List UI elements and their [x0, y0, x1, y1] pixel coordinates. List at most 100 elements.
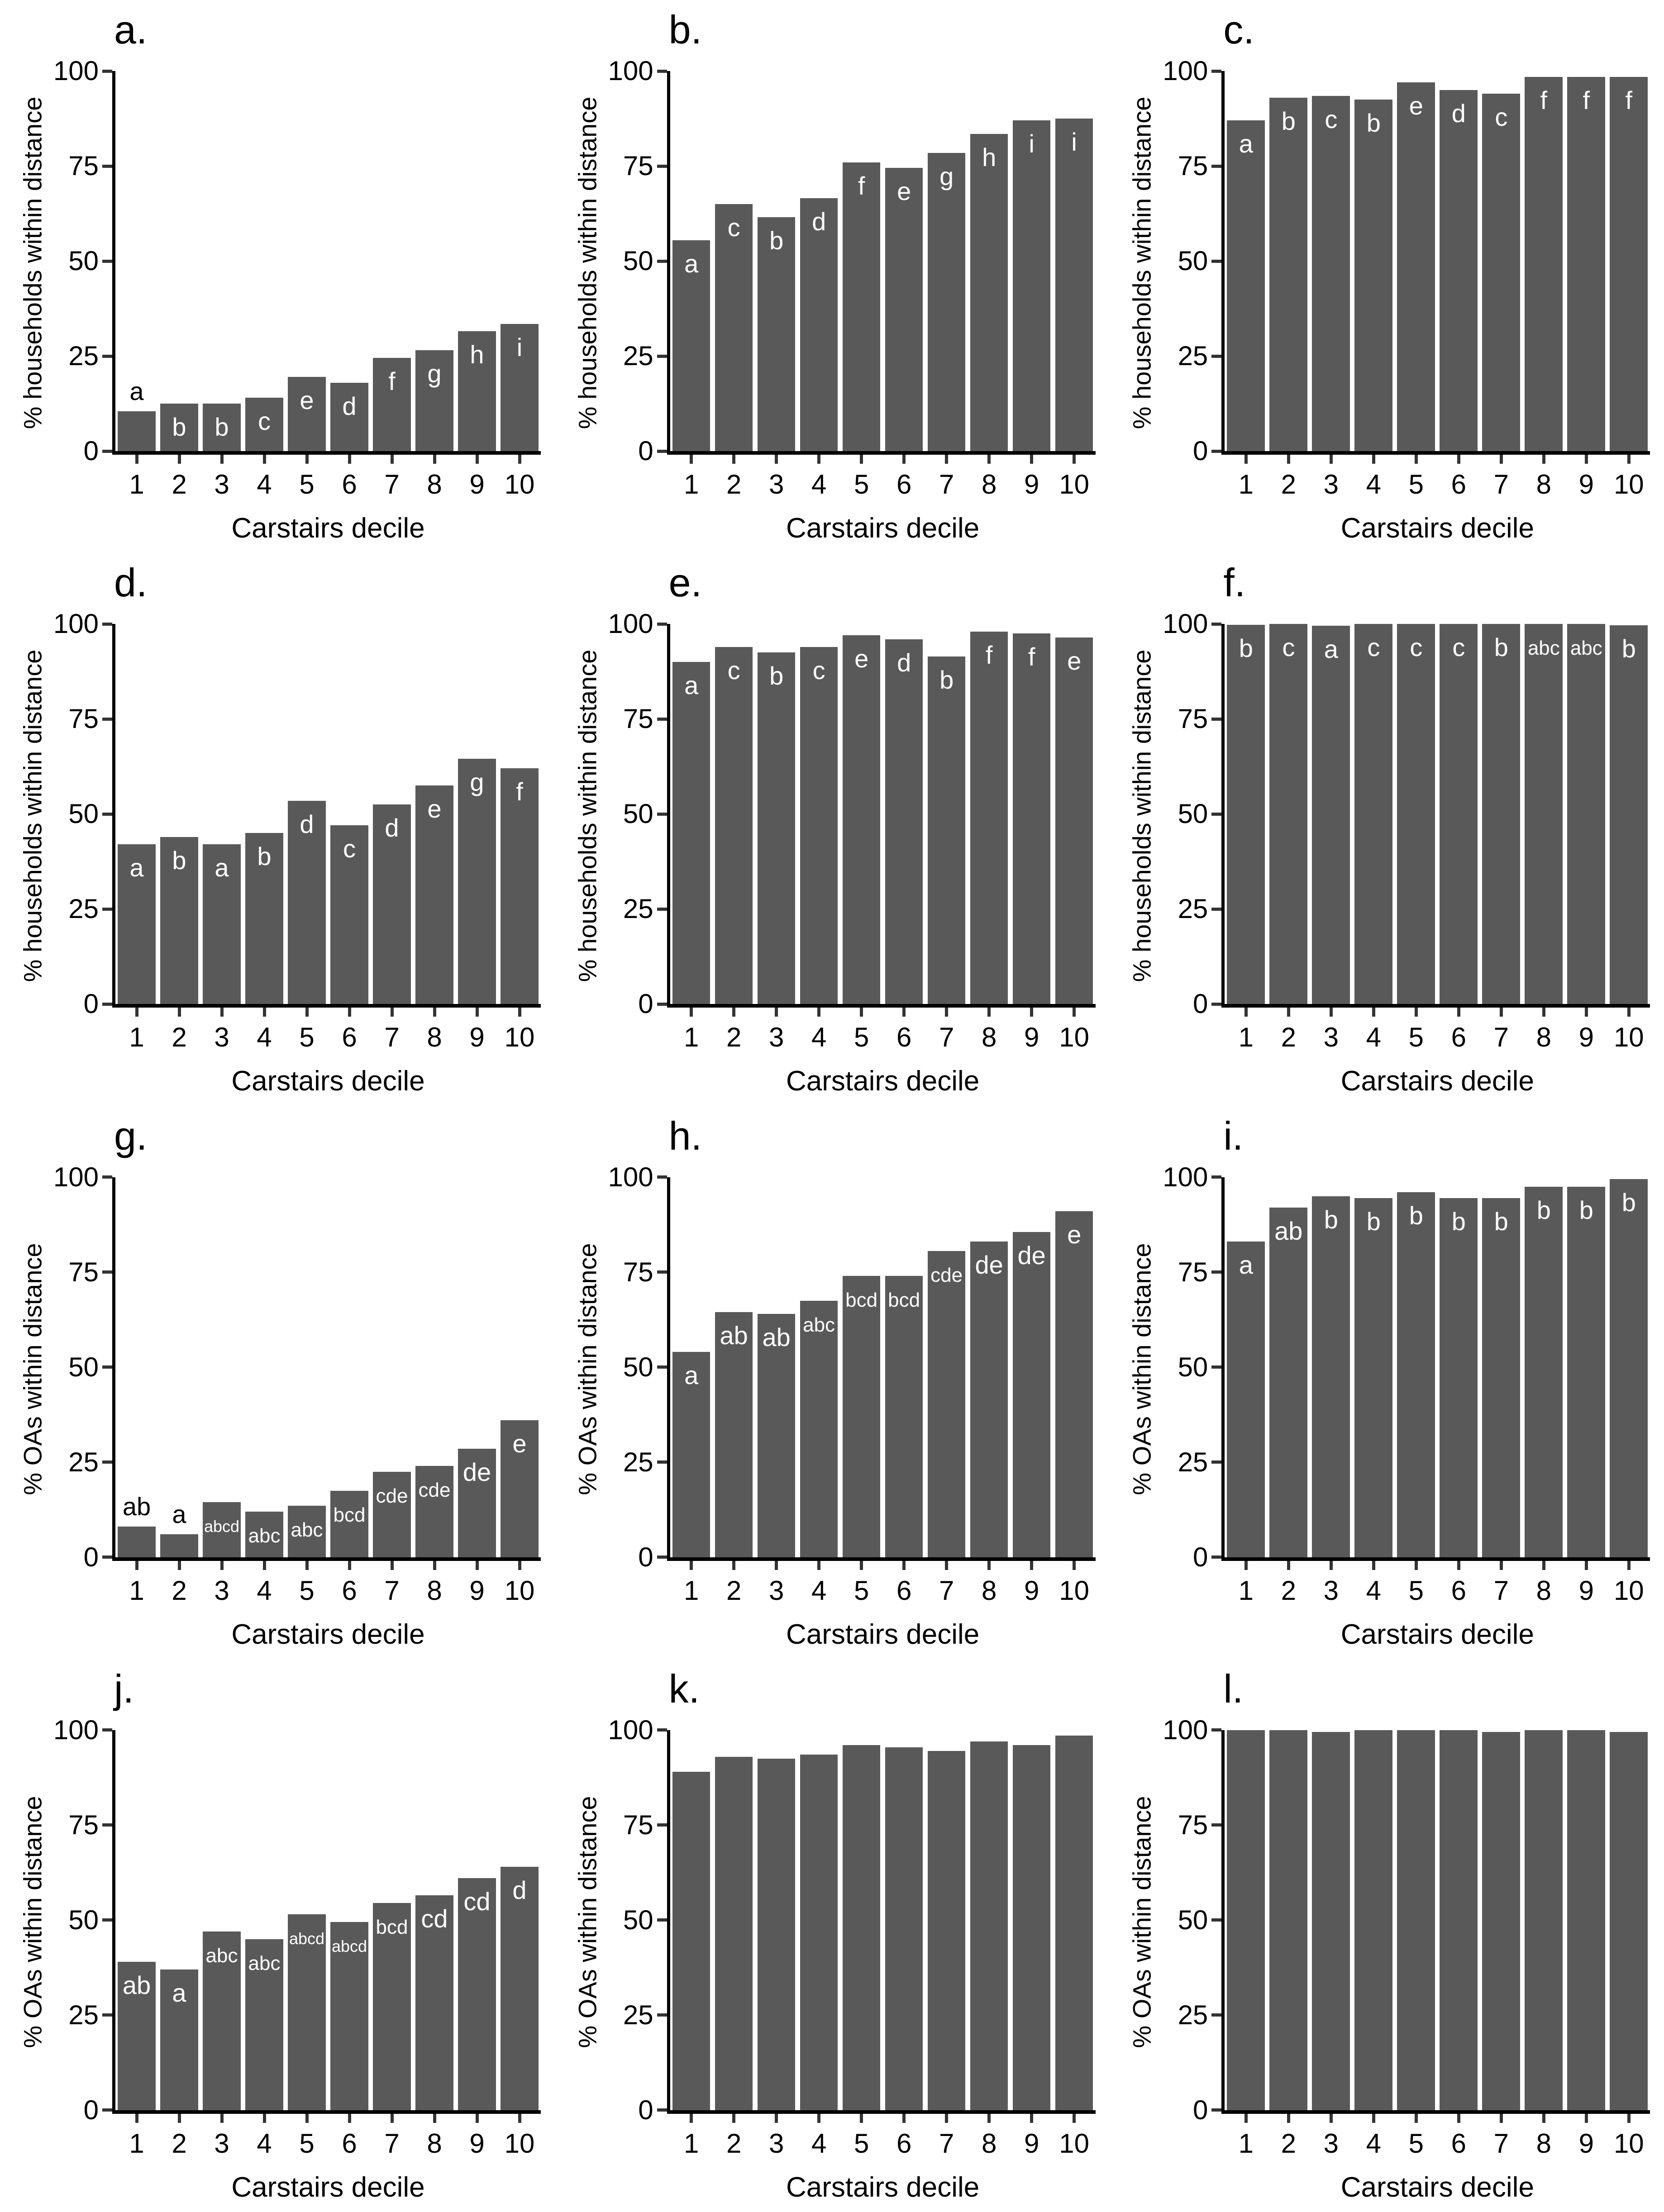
x-axis-line [667, 1557, 1096, 1561]
sig-letter: c [1325, 105, 1338, 133]
bar-slot: ab [115, 1730, 158, 2110]
sig-letter: cde [418, 1479, 451, 1501]
x-tick-slot: 8 [1522, 2113, 1565, 2157]
y-tick-mark [1211, 354, 1222, 358]
y-tick-label: 100 [1163, 56, 1208, 86]
bar-slot [670, 1730, 713, 2110]
bar-slot: g [413, 71, 456, 451]
x-tick-mark [1372, 455, 1375, 464]
bar-decile-5: f [842, 162, 881, 451]
bar-decile-8: de [970, 1242, 1008, 1557]
x-tick-slot: 5 [1395, 2113, 1437, 2157]
x-tick-slot: 7 [1480, 1008, 1522, 1051]
sig-letter: b [769, 226, 784, 255]
x-tick-slot: 10 [1053, 455, 1096, 498]
y-axis-line [667, 1177, 670, 1561]
x-tick-mark [945, 455, 949, 464]
y-axis-ticks: 0 25 50 75 100 [53, 1162, 541, 1572]
y-axis-ticks: 0 25 50 75 100 [53, 56, 541, 466]
x-tick-mark [1329, 1008, 1333, 1017]
sig-letter: f [516, 777, 523, 806]
x-tick-slot: 7 [371, 455, 413, 498]
x-tick-mark [1627, 455, 1631, 464]
bar-decile-3: b [757, 652, 796, 1004]
x-tick-label: 7 [384, 2128, 400, 2159]
plot-area: 0 25 50 75 100 1 2 3 4 5 6 7 8 9 10 Carstairs decile [1163, 1715, 1650, 2201]
x-tick-label: 9 [1578, 1022, 1594, 1053]
x-tick-slot: 1 [670, 1560, 713, 1604]
x-tick-slot: 6 [328, 2113, 371, 2157]
bar-decile-5: d [288, 800, 326, 1004]
bar-decile-1 [672, 1772, 710, 2110]
x-tick-slot: 10 [1053, 1008, 1096, 1051]
x-tick-slot: 4 [243, 1560, 286, 1604]
sig-letter: ab [762, 1322, 791, 1351]
x-axis-title: Carstairs decile [231, 1066, 425, 1097]
x-tick-mark [1030, 2113, 1034, 2123]
bar-decile-1: a [1227, 1242, 1265, 1557]
panel-i: i. % OAs within distance 0 25 50 75 100 a ab b… [1109, 1106, 1664, 1659]
y-tick-label: 25 [68, 894, 99, 924]
y-tick-label: 50 [1178, 246, 1208, 276]
sig-letter: abc [1527, 637, 1560, 660]
bar-slot: a [670, 624, 713, 1004]
bar-slot [1011, 1730, 1053, 2110]
bar-decile-3: a [203, 844, 241, 1004]
bar-decile-10: d [501, 1867, 539, 2110]
x-tick-mark [1329, 2113, 1333, 2123]
y-tick-mark [1211, 1918, 1222, 1922]
x-tick-label: 2 [726, 2128, 742, 2159]
x-tick-slot: 7 [925, 2113, 968, 2157]
bar-decile-5: abcd [288, 1914, 326, 2110]
x-tick-mark [775, 455, 778, 464]
panel-b: b. % households within distance 0 25 50 75 1… [555, 0, 1110, 553]
x-tick-mark [1414, 2113, 1418, 2123]
x-tick-label: 8 [1536, 1575, 1551, 1606]
bar-decile-6: bcd [885, 1275, 923, 1557]
x-tick-label: 5 [299, 469, 315, 499]
bar-slot: f [840, 71, 883, 451]
y-tick-label: 50 [623, 1351, 653, 1382]
x-tick-slot: 9 [1565, 1560, 1607, 1604]
x-tick-label: 2 [172, 1575, 187, 1606]
bar-slot: b [1480, 1177, 1522, 1557]
bar-decile-4: abc [245, 1939, 283, 2110]
bar-decile-3 [757, 1758, 796, 2110]
x-tick-slot: 1 [670, 1008, 713, 1051]
y-tick-mark [1211, 259, 1222, 263]
x-tick-slot: 2 [158, 2113, 200, 2157]
x-tick-mark [433, 1560, 436, 1570]
x-tick-mark [987, 1008, 991, 1017]
bar-slot: ab [115, 1177, 158, 1557]
bar-decile-6: d [885, 639, 923, 1004]
x-tick-label: 6 [342, 469, 357, 499]
x-axis-line [1221, 451, 1650, 455]
x-tick-label: 7 [1493, 469, 1509, 499]
x-tick-slot: 8 [968, 1560, 1011, 1604]
x-tick-mark [1584, 2113, 1588, 2123]
bars-group: ab a abcd abc abc bcd cde cde de e [115, 1177, 541, 1557]
bar-slot [1480, 1730, 1522, 2110]
bar-decile-3: b [757, 217, 796, 451]
bar-slot [1607, 1730, 1650, 2110]
panel-label: i. [1223, 1113, 1244, 1158]
y-tick-label: 75 [623, 1256, 653, 1287]
y-tick-label: 75 [1178, 1256, 1208, 1287]
x-tick-slot: 10 [1053, 1560, 1096, 1604]
y-tick-mark [1211, 1365, 1222, 1369]
bar-slot: bcd [328, 1177, 371, 1557]
bar-slot: b [1565, 1177, 1607, 1557]
bar-decile-1: a [1227, 120, 1265, 451]
x-tick-slot: 2 [713, 2113, 755, 2159]
y-tick-mark [102, 1918, 112, 1922]
panel-label: d. [114, 560, 148, 605]
x-tick-mark [475, 2113, 479, 2123]
bar-slot [1395, 1730, 1437, 2110]
panel-h: h. % OAs within distance 0 25 50 75 100 a ab a… [555, 1106, 1110, 1659]
bar-decile-4: abc [245, 1511, 283, 1557]
x-tick-slot: 9 [1011, 1560, 1053, 1604]
bar-decile-6: b [1440, 1198, 1478, 1557]
bar-decile-9: h [458, 331, 496, 451]
sig-letter: e [854, 644, 869, 673]
y-tick-mark [657, 1365, 667, 1369]
